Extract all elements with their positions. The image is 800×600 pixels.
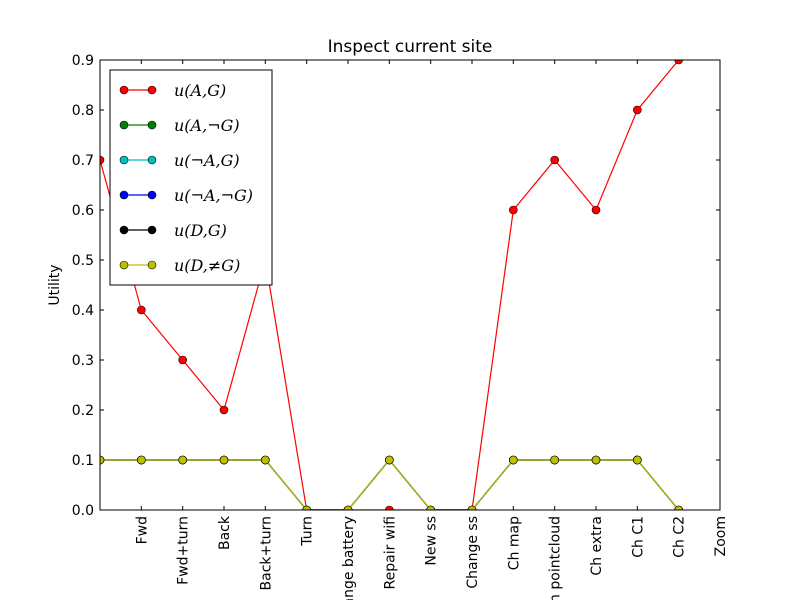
point — [550, 155, 559, 165]
legend-label: u(A,¬G) — [174, 116, 240, 135]
x-tick-label: Fwd — [134, 516, 150, 544]
point — [137, 455, 146, 465]
legend-marker — [119, 260, 129, 270]
point — [219, 455, 229, 465]
point — [100, 455, 105, 465]
legend-marker — [119, 120, 129, 130]
y-tick-label: 0.6 — [72, 203, 94, 219]
point — [674, 505, 683, 510]
legend-marker — [119, 85, 129, 95]
point — [633, 455, 642, 465]
legend-marker — [119, 190, 129, 200]
y-tick-label: 0.2 — [72, 403, 94, 419]
legend-marker — [147, 155, 157, 165]
point — [302, 505, 311, 510]
y-tick-label: 0.4 — [72, 303, 94, 319]
x-tick-label: Ch pointcloud — [548, 516, 564, 600]
legend-marker — [147, 225, 157, 235]
x-tick-label: Ch C2 — [672, 516, 688, 558]
x-tick-label: Turn — [300, 516, 316, 547]
y-tick-label: 0.1 — [72, 453, 94, 469]
point — [509, 455, 518, 465]
x-tick-label: Change ss — [465, 516, 481, 589]
point — [178, 355, 187, 365]
x-tick-label: Ch C1 — [630, 516, 646, 558]
x-tick-label: Back — [217, 515, 233, 550]
legend-label: u(D,G) — [174, 221, 227, 240]
point — [100, 155, 105, 165]
legend-label: u(¬A,G) — [174, 151, 240, 170]
axes-frame — [99, 59, 721, 511]
legend-marker — [147, 190, 157, 200]
point — [385, 455, 394, 465]
y-tick-label: 0.5 — [72, 253, 94, 269]
chart-title: Inspect current site — [328, 37, 493, 57]
point — [261, 455, 270, 465]
point — [550, 455, 559, 465]
plot-area — [100, 60, 683, 510]
y-tick-label: 0.7 — [72, 153, 94, 169]
x-tick-label: Back+turn — [258, 516, 274, 590]
legend-marker — [119, 155, 129, 165]
legend-label: u(A,G) — [174, 81, 226, 100]
y-tick-label: 0.3 — [72, 353, 94, 369]
point — [674, 60, 683, 65]
x-tick-label: New ss — [424, 516, 440, 566]
point — [137, 305, 146, 315]
point — [633, 105, 642, 115]
point — [591, 455, 601, 465]
point — [509, 205, 518, 215]
point — [385, 505, 394, 510]
point — [467, 505, 477, 510]
legend-marker — [147, 260, 157, 270]
legend-marker — [147, 120, 157, 130]
legend-label: u(D,≠G) — [174, 256, 240, 275]
legend-marker — [147, 85, 157, 95]
point — [591, 205, 601, 215]
legend-marker — [119, 225, 129, 235]
x-tick-label: Fwd+turn — [176, 516, 192, 585]
x-tick-label: Change battery — [341, 516, 357, 600]
x-tick-label: Ch map — [506, 516, 522, 570]
legend-box — [109, 69, 273, 286]
series-line — [100, 60, 680, 510]
point — [178, 455, 187, 465]
x-tick-label: Ch extra — [589, 516, 605, 576]
x-tick-label: Zoom — [713, 516, 729, 556]
y-tick-label: 0.9 — [72, 53, 94, 69]
y-axis-label: Utility — [47, 264, 63, 305]
point — [219, 405, 229, 415]
legend-label: u(¬A,¬G) — [174, 186, 253, 205]
y-tick-label: 0.8 — [72, 103, 94, 119]
y-tick-label: 0.0 — [72, 503, 94, 519]
point — [426, 505, 435, 510]
point — [343, 505, 353, 510]
x-tick-label: Repair wifi — [382, 516, 398, 589]
